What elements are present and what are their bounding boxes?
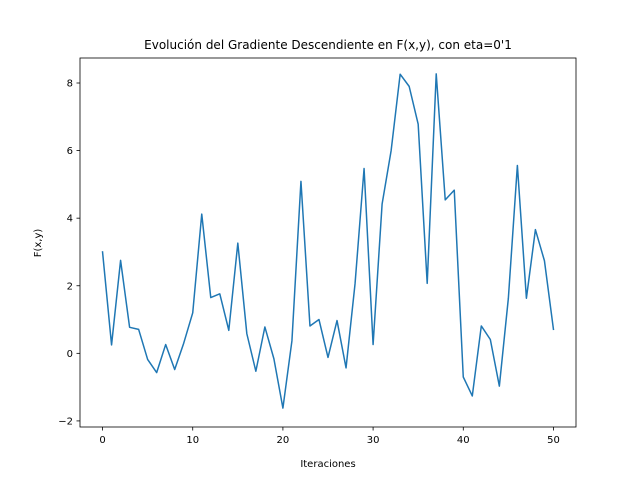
- axes-frame: [79, 57, 577, 428]
- plot-area: 0 10 20 30 40 50 −2 0 2 4 6 8: [58, 57, 577, 446]
- x-tick-label: 0: [99, 435, 105, 446]
- x-tick-label: 20: [277, 435, 290, 446]
- y-tick-label: 0: [67, 349, 73, 360]
- x-tick-label: 50: [547, 435, 560, 446]
- y-axis-label: F(x,y): [33, 229, 44, 258]
- x-axis-label: Iteraciones: [300, 459, 355, 470]
- y-tick-label: 4: [67, 214, 73, 225]
- x-tick-label: 10: [186, 435, 199, 446]
- chart-title: Evolución del Gradiente Descendiente en …: [144, 38, 512, 52]
- y-tick-label: −2: [58, 416, 73, 427]
- y-tick-label: 8: [67, 79, 73, 90]
- y-tick-label: 6: [67, 146, 73, 157]
- y-tick-label: 2: [67, 281, 73, 292]
- series-line-0: [101, 73, 555, 409]
- x-tick-label: 40: [457, 435, 470, 446]
- x-tick-label: 30: [367, 435, 380, 446]
